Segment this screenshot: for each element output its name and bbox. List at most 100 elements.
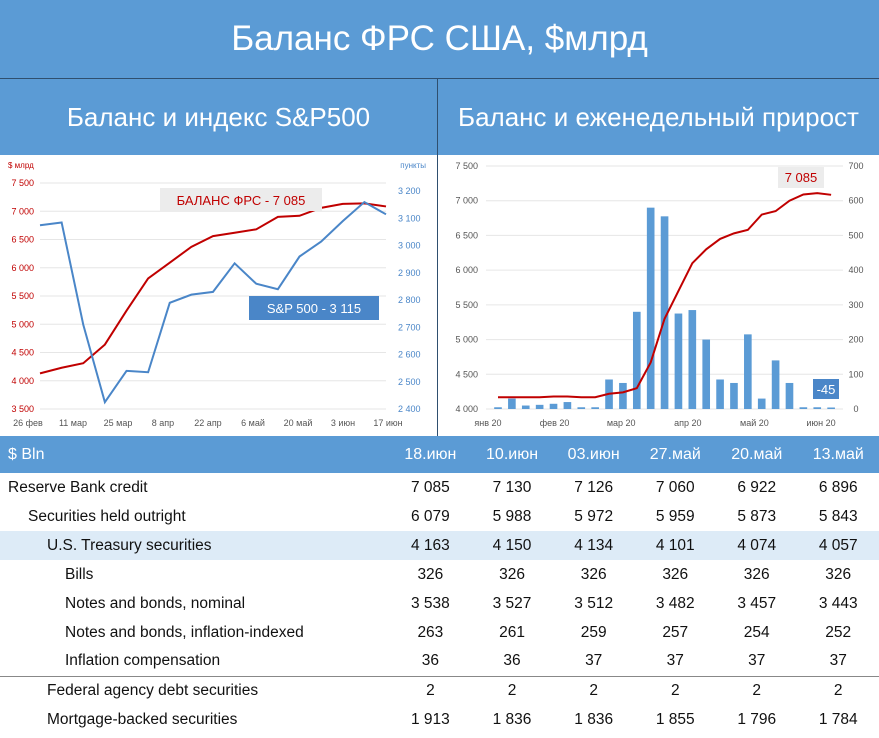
page-title: Баланс ФРС США, $млрд [0, 0, 879, 78]
weekly-bar [771, 360, 780, 409]
y-left-tick: 4 500 [11, 348, 34, 358]
table-cell: 326 [417, 565, 444, 583]
weekly-bar [785, 382, 794, 409]
table-cell: 7 085 [410, 478, 450, 496]
row-label: Securities held outright [28, 507, 186, 525]
y-right-tick: 2 800 [398, 295, 421, 305]
y-left-tick: 7 500 [455, 161, 478, 171]
y-left-tick: 5 500 [455, 300, 478, 310]
balance-annotation: 7 085 [785, 170, 818, 185]
row-label: Bills [65, 565, 94, 583]
table-cell: 37 [829, 652, 847, 670]
weekly-bar [591, 407, 599, 409]
table-cell: 37 [666, 652, 684, 670]
table-cell: 326 [499, 565, 525, 583]
x-tick: июн 20 [806, 418, 835, 428]
y-left-tick: 3 500 [11, 404, 34, 414]
table-cell: 1 836 [492, 710, 532, 728]
y-right-tick: 700 [848, 161, 863, 171]
sp500-annotation: S&P 500 - 3 115 [267, 301, 361, 316]
balance-table: $ Bln 18.июн 10.июн 03.июн 27.май 20.май… [0, 436, 879, 738]
y-right-tick: 300 [848, 300, 863, 310]
column-header: 03.июн [567, 445, 620, 463]
x-tick: 22 апр [194, 418, 221, 428]
row-label: Inflation compensation [65, 652, 221, 670]
table-header-label: $ Bln [8, 445, 45, 463]
table-cell: 2 [634, 675, 716, 705]
table-cell: 2 [552, 675, 635, 705]
weekly-bar [744, 334, 752, 409]
table-cell: 1 796 [737, 710, 777, 728]
y-left-tick: 4 000 [455, 404, 478, 414]
divider [0, 78, 879, 79]
table-cell: 1 913 [410, 710, 450, 728]
weekly-annotation: -45 [817, 382, 836, 397]
table-cell: 5 972 [574, 507, 614, 525]
x-tick: май 20 [740, 418, 769, 428]
sp500-series-line [39, 200, 387, 405]
x-tick: 3 июн [331, 418, 355, 428]
y-left-tick: 6 500 [455, 230, 478, 240]
balance-series-line [39, 202, 387, 375]
table-cell: 1 784 [818, 710, 858, 728]
y-left-unit: $ млрд [8, 161, 34, 170]
table-row: U.S. Treasury securities 4 163 4 150 4 134 4… [0, 531, 879, 560]
y-right-tick: 500 [848, 230, 863, 240]
table-cell: 259 [580, 623, 607, 641]
y-left-tick: 6 000 [11, 263, 34, 273]
x-tick: фев 20 [540, 418, 570, 428]
balance-series-line [498, 192, 832, 399]
weekly-bar [508, 398, 516, 409]
balance-annotation-box [160, 188, 322, 211]
table-cell: 3 457 [737, 594, 777, 612]
y-right-tick: 3 100 [398, 213, 421, 223]
right-panel-title: Баланс и еженедельный прирост [438, 79, 879, 155]
weekly-bar [813, 407, 822, 409]
table-cell: 2 [471, 675, 553, 705]
sp500-annotation-box [249, 296, 379, 320]
table-cell: 36 [503, 652, 521, 670]
column-header: 20.май [731, 445, 783, 463]
weekly-bar [757, 398, 766, 409]
row-label: Notes and bonds, nominal [65, 594, 246, 612]
weekly-bar [549, 403, 558, 409]
table-cell: 326 [743, 565, 770, 583]
y-left-tick: 4 000 [11, 376, 34, 386]
weekly-bar [563, 402, 572, 409]
weekly-bar [702, 339, 711, 409]
column-header: 10.июн [486, 445, 539, 463]
x-tick: 26 фев [13, 418, 43, 428]
y-right-tick: 2 700 [398, 322, 421, 332]
y-right-tick: 600 [848, 196, 863, 206]
table-row: Federal agency debt securities 2 2 2 2 2 2 [0, 675, 879, 705]
row-label: U.S. Treasury securities [0, 531, 390, 560]
table-cell: 4 057 [797, 531, 879, 560]
weekly-bar [619, 382, 627, 409]
row-label: Federal agency debt securities [0, 675, 390, 705]
table-cell: 37 [585, 652, 603, 670]
row-label: Mortgage-backed securities [47, 710, 238, 728]
weekly-annotation-box [813, 379, 839, 399]
y-left-tick: 6 500 [11, 235, 34, 245]
weekly-bar [827, 407, 835, 409]
table-cell: 326 [825, 565, 852, 583]
table-cell: 3 512 [574, 594, 614, 612]
weekly-bar [730, 382, 738, 409]
weekly-bar [716, 379, 724, 409]
weekly-bar [660, 216, 669, 409]
y-right-tick: 2 900 [398, 268, 421, 278]
table-cell: 261 [499, 623, 525, 641]
weekly-bar [535, 404, 544, 409]
table-cell: 3 482 [655, 594, 695, 612]
table-cell: 4 074 [716, 531, 798, 560]
row-label: Notes and bonds, inflation-indexed [65, 623, 304, 641]
y-right-tick: 3 000 [398, 241, 421, 251]
table-cell: 7 126 [574, 478, 614, 496]
table-cell: 257 [662, 623, 689, 641]
y-left-tick: 7 000 [455, 196, 478, 206]
weekly-bar [799, 407, 808, 409]
x-tick: 20 май [284, 418, 313, 428]
y-right-tick: 2 600 [398, 350, 421, 360]
weekly-bar [688, 310, 697, 409]
table-cell: 4 150 [471, 531, 553, 560]
